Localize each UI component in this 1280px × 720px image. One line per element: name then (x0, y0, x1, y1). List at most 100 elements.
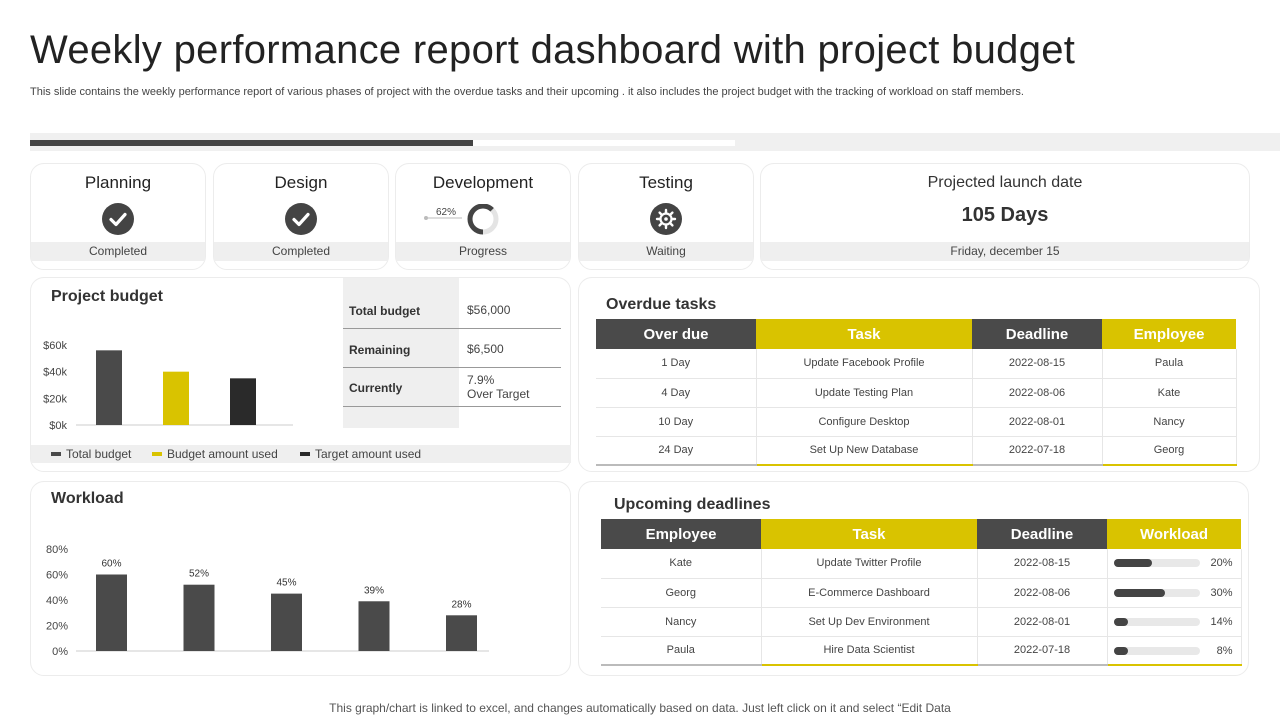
workload-bar-track (1113, 559, 1200, 567)
table-cell: 1 Day (596, 349, 757, 379)
workload-bar-fill (1113, 646, 1129, 655)
table-row[interactable]: 24 Day Set Up New Database 2022-07-18 Ge… (596, 436, 1237, 466)
budget-bar (163, 371, 189, 425)
column-header: Task (756, 319, 972, 349)
legend-label: Target amount used (315, 447, 422, 461)
table-row[interactable]: 1 Day Update Facebook Profile 2022-08-15… (596, 349, 1237, 379)
footer-note: This graph/chart is linked to excel, and… (329, 701, 951, 715)
budget-row-value: 7.9% (467, 373, 495, 387)
table-row[interactable]: 10 Day Configure Desktop 2022-08-01 Nanc… (596, 407, 1237, 437)
column-header: Task (761, 519, 977, 549)
table-cell: 2022-08-06 (977, 578, 1108, 608)
data-label: 39% (364, 585, 384, 596)
phase-status: Waiting (579, 242, 753, 261)
table-cell: Georg (601, 578, 762, 608)
table-cell: Nancy (1102, 407, 1237, 437)
table-cell: 4 Day (596, 378, 757, 408)
table-cell: Hire Data Scientist (761, 636, 978, 666)
legend-item: Target amount used (300, 447, 421, 461)
workload-value: 30% (1210, 586, 1233, 599)
workload-cell: 8% (1107, 636, 1242, 666)
budget-label-column (343, 278, 459, 428)
workload-bar-chart[interactable]: 0% 20% 40% 60% 80% 60% 52% 45% 39% 28% (31, 482, 551, 672)
table-cell: Update Twitter Profile (761, 549, 978, 579)
table-row[interactable]: Kate Update Twitter Profile 2022-08-15 2… (601, 549, 1242, 579)
table-cell: Set Up New Database (756, 436, 973, 466)
budget-table: Total budget $56,000 Remaining $6,500 Cu… (343, 278, 571, 428)
budget-bar (96, 350, 122, 425)
workload-value: 20% (1210, 557, 1233, 569)
table-row[interactable]: Paula Hire Data Scientist 2022-07-18 8% (601, 636, 1242, 666)
table-cell: Set Up Dev Environment (761, 607, 978, 637)
budget-legend: Total budget Budget amount used Target a… (31, 445, 571, 463)
workload-value: 14% (1210, 615, 1233, 628)
workload-panel: Workload 0% 20% 40% 60% 80% 60% 52% 45% 39% 28% (30, 481, 571, 676)
table-cell: 2022-08-15 (972, 349, 1103, 379)
y-tick-label: 40% (46, 595, 68, 607)
workload-bar-track (1113, 617, 1200, 626)
launch-title: Projected launch date (927, 174, 1083, 191)
workload-bar-fill (1113, 559, 1153, 567)
table-row[interactable]: Georg E-Commerce Dashboard 2022-08-06 30… (601, 578, 1242, 608)
data-label: 52% (189, 569, 209, 580)
panel-title: Upcoming deadlines (614, 496, 771, 513)
table-row[interactable]: Nancy Set Up Dev Environment 2022-08-01 … (601, 607, 1242, 637)
budget-bar (230, 378, 256, 425)
workload-bar (358, 601, 390, 651)
workload-bar-fill (1113, 588, 1166, 597)
column-header: Workload (1107, 519, 1241, 549)
upcoming-table: Employee Task Deadline Workload Kate Upd… (601, 519, 1242, 666)
y-tick-label: 60% (46, 570, 68, 582)
column-header: Deadline (977, 519, 1107, 549)
budget-row-value: $56,000 (467, 303, 511, 317)
table-cell: Update Testing Plan (756, 378, 973, 408)
launch-days: 105 Days (961, 204, 1049, 226)
phase-status: Completed (214, 242, 388, 261)
budget-row-value: $6,500 (467, 342, 504, 356)
y-tick-label: 0% (52, 646, 68, 658)
table-cell: Kate (1102, 378, 1237, 408)
table-cell: 2022-07-18 (977, 636, 1108, 666)
workload-bar-track (1113, 646, 1200, 655)
budget-row: Remaining $6,500 (343, 330, 561, 368)
table-cell: 2022-08-15 (977, 549, 1108, 579)
data-label: 28% (451, 599, 471, 610)
progress-label: 62% (436, 207, 456, 218)
workload-bar (183, 584, 215, 651)
phase-card-development[interactable]: Development 62% Progress (395, 163, 571, 270)
phase-card-testing[interactable]: Testing Waiting (578, 163, 754, 270)
launch-date-card: Projected launch date 105 Days Friday, d… (760, 163, 1250, 270)
budget-row-value-note: Over Target (467, 387, 530, 401)
budget-row-label: Currently (349, 381, 403, 395)
y-tick-label: $20k (43, 393, 67, 405)
phase-name: Planning (84, 173, 152, 192)
check-circle-icon (102, 203, 134, 235)
legend-item: Total budget (51, 447, 131, 461)
table-cell: Kate (601, 549, 762, 579)
table-cell: E-Commerce Dashboard (761, 578, 978, 608)
table-cell: 2022-08-06 (972, 378, 1103, 408)
progress-arc (467, 204, 499, 235)
workload-bar-track (1113, 588, 1200, 597)
panel-title: Project budget (51, 288, 164, 305)
workload-bar-fill (1113, 617, 1129, 626)
budget-row: Total budget $56,000 (343, 291, 561, 329)
table-row[interactable]: 4 Day Update Testing Plan 2022-08-06 Kat… (596, 378, 1237, 408)
phase-card-design[interactable]: Design Completed (213, 163, 389, 270)
y-tick-label: $0k (49, 420, 67, 432)
y-tick-label: 80% (46, 544, 68, 556)
page-title: Weekly performance report dashboard with… (30, 28, 1076, 72)
data-label: 45% (276, 578, 296, 589)
budget-row-label: Remaining (349, 343, 411, 357)
column-header: Over due (596, 319, 756, 349)
budget-row-label: Total budget (349, 304, 421, 318)
workload-cell: 20% (1107, 549, 1242, 579)
legend-label: Total budget (66, 447, 132, 461)
budget-bar-chart[interactable]: $0k $20k $40k $60k (31, 278, 331, 443)
table-cell: Nancy (601, 607, 762, 637)
column-header: Employee (1102, 319, 1236, 349)
phase-status: Completed (31, 242, 205, 261)
phase-card-planning[interactable]: Planning Completed (30, 163, 206, 270)
workload-cell: 14% (1107, 607, 1242, 637)
donut-progress-icon: 62% (424, 204, 499, 235)
